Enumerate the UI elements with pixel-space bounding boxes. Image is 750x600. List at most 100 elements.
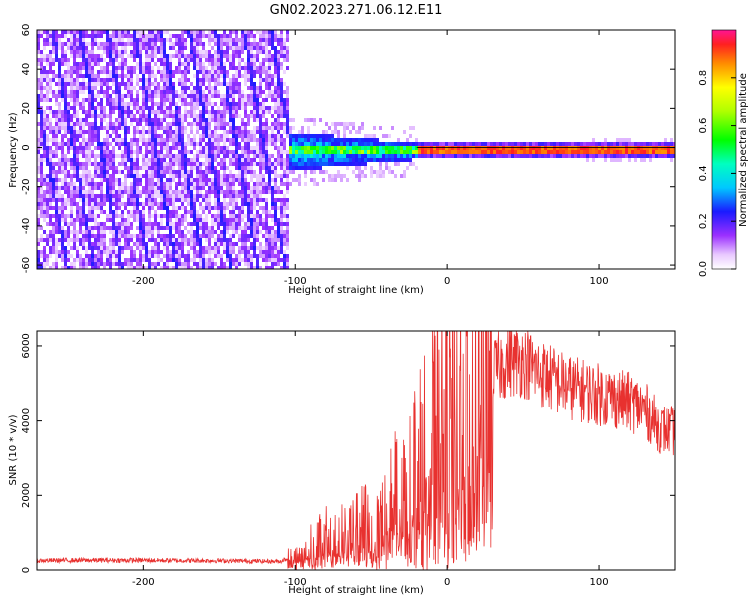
spectrogram-cell xyxy=(73,58,76,62)
spectrogram-cell xyxy=(292,162,295,166)
spectrogram-cell xyxy=(181,54,184,58)
spectrogram-cell xyxy=(391,170,394,174)
spectrogram-cell xyxy=(376,154,379,158)
spectrogram-cell xyxy=(181,114,184,118)
spectrogram-cell xyxy=(181,170,184,174)
spectrogram-cell xyxy=(250,186,253,190)
spectrogram-cell xyxy=(295,134,298,138)
spectrogram-cell xyxy=(184,162,187,166)
spectrogram-cell xyxy=(70,30,73,34)
spectrogram-cell xyxy=(244,178,247,182)
spectrogram-cell xyxy=(400,154,403,158)
spectrogram-cell xyxy=(226,106,229,110)
spectrogram-cell xyxy=(229,246,232,250)
spectrogram-cell xyxy=(175,182,178,186)
spectrogram-cell xyxy=(208,178,211,182)
spectrogram-cell xyxy=(115,82,118,86)
spectrogram-cell xyxy=(139,54,142,58)
spectrogram-cell xyxy=(82,146,85,150)
spectrogram-cell xyxy=(529,154,532,158)
spectrogram-cell xyxy=(157,46,160,50)
spectrogram-cell xyxy=(250,206,253,210)
spectrogram-cell xyxy=(154,266,157,269)
spectrogram-cell xyxy=(160,134,163,138)
spectrogram-cell xyxy=(283,250,286,254)
spectrogram-cell xyxy=(205,50,208,54)
spectrogram-cell xyxy=(253,118,256,122)
spectrogram-cell xyxy=(172,238,175,242)
spectrogram-cell xyxy=(67,150,70,154)
spectrogram-cell xyxy=(259,46,262,50)
spectrogram-cell xyxy=(91,58,94,62)
spectrogram-cell xyxy=(301,126,304,130)
spectrogram-cell xyxy=(88,74,91,78)
spectrogram-cell xyxy=(262,178,265,182)
spectrogram-cell xyxy=(661,150,664,154)
spectrogram-cell xyxy=(43,42,46,46)
spectrogram-cell xyxy=(190,130,193,134)
spectrogram-cell xyxy=(136,146,139,150)
spectrogram-cell xyxy=(121,262,124,266)
spectrogram-cell xyxy=(43,178,46,182)
spectrogram-cell xyxy=(184,82,187,86)
spectrogram-cell xyxy=(136,198,139,202)
spectrogram-cell xyxy=(547,150,550,154)
spectrogram-cell xyxy=(190,214,193,218)
spectrogram-cell xyxy=(319,170,322,174)
spectrogram-cell xyxy=(400,146,403,150)
spectrogram-cell xyxy=(628,150,631,154)
spectrogram-cell xyxy=(232,190,235,194)
spectrogram-cell xyxy=(121,170,124,174)
spectrogram-cell xyxy=(61,74,64,78)
spectrogram-cell xyxy=(85,110,88,114)
spectrogram-cell xyxy=(205,222,208,226)
spectrogram-cell xyxy=(241,250,244,254)
spectrogram-cell xyxy=(265,146,268,150)
spectrogram-cell xyxy=(247,246,250,250)
spectrogram-cell xyxy=(193,74,196,78)
spectrogram-cell xyxy=(196,62,199,66)
spectrogram-cell xyxy=(193,262,196,266)
spectrogram-cell xyxy=(109,114,112,118)
spectrogram-cell xyxy=(52,234,55,238)
spectrogram-cell xyxy=(193,178,196,182)
spectrogram-cell xyxy=(64,250,67,254)
spectrogram-cell xyxy=(280,250,283,254)
spectrogram-cell xyxy=(196,106,199,110)
spectrogram-cell xyxy=(151,90,154,94)
spectrogram-cell xyxy=(142,258,145,262)
spectrogram-cell xyxy=(658,142,661,146)
spectrogram-cell xyxy=(178,94,181,98)
spectrogram-cell xyxy=(673,154,675,158)
spectrogram-cell xyxy=(556,142,559,146)
spectrogram-cell xyxy=(328,158,331,162)
spectrogram-cell xyxy=(247,58,250,62)
spectrogram-cell xyxy=(277,34,280,38)
spectrogram-cell xyxy=(166,74,169,78)
spectrogram-cell xyxy=(94,38,97,42)
spectrogram-cell xyxy=(283,222,286,226)
spectrogram-cell xyxy=(166,186,169,190)
spectrogram-cell xyxy=(166,218,169,222)
spectrogram-cell xyxy=(37,242,40,246)
spectrogram-cell xyxy=(325,162,328,166)
spectrogram-cell xyxy=(178,198,181,202)
spectrogram-cell xyxy=(175,138,178,142)
spectrogram-cell xyxy=(136,94,139,98)
spectrogram-cell xyxy=(163,94,166,98)
spectrogram-cell xyxy=(115,230,118,234)
spectrogram-cell xyxy=(61,94,64,98)
spectrogram-cell xyxy=(634,142,637,146)
spectrogram-cell xyxy=(274,214,277,218)
spectrogram-cell xyxy=(58,190,61,194)
spectrogram-cell xyxy=(64,98,67,102)
figure-title: GN02.2023.271.06.12.E11 xyxy=(270,3,443,18)
spectrogram-cell xyxy=(76,62,79,66)
spectrogram-cell xyxy=(136,182,139,186)
spectrogram-cell xyxy=(193,254,196,258)
spectrogram-cell xyxy=(55,262,58,266)
spectrogram-cell xyxy=(37,190,40,194)
spectrogram-cell xyxy=(64,94,67,98)
spectrogram-cell xyxy=(139,230,142,234)
spectrogram-cell xyxy=(277,38,280,42)
